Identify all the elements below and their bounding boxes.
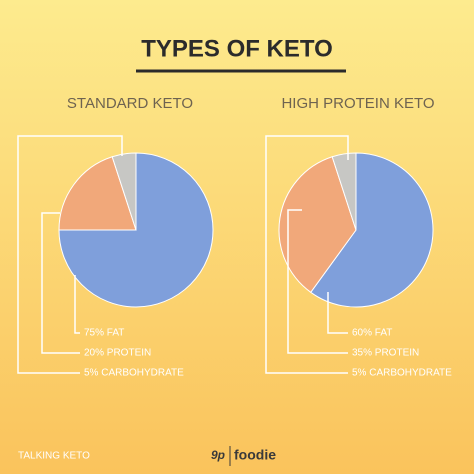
pie-slice (310, 152, 434, 308)
logo: foodie (234, 447, 276, 463)
slice-label: 20% PROTEIN (84, 348, 151, 359)
slice-label: 5% CARBOHYDRATE (84, 368, 184, 379)
slice-label: 60% FAT (352, 328, 392, 339)
leader-line (265, 135, 349, 374)
slice-label: 5% CARBOHYDRATE (352, 368, 452, 379)
footer: TALKING KETO (18, 451, 90, 462)
pie-slice (278, 156, 357, 293)
slice-label: 75% FAT (84, 328, 124, 339)
leader-line (327, 292, 348, 334)
slice-label: 35% PROTEIN (352, 348, 419, 359)
pie-slice (111, 152, 137, 231)
leader-line (74, 275, 80, 334)
logo-mark: 9p (211, 448, 225, 462)
pie-slice (331, 152, 357, 231)
pie-slice (58, 156, 137, 231)
leader-line (287, 209, 348, 354)
pie-title: HIGH PROTEIN KETO (281, 95, 434, 112)
leader-line (17, 135, 123, 374)
title: TYPES OF KETO (141, 35, 333, 62)
leader-line (41, 212, 80, 354)
pie-title: STANDARD KETO (67, 95, 193, 112)
